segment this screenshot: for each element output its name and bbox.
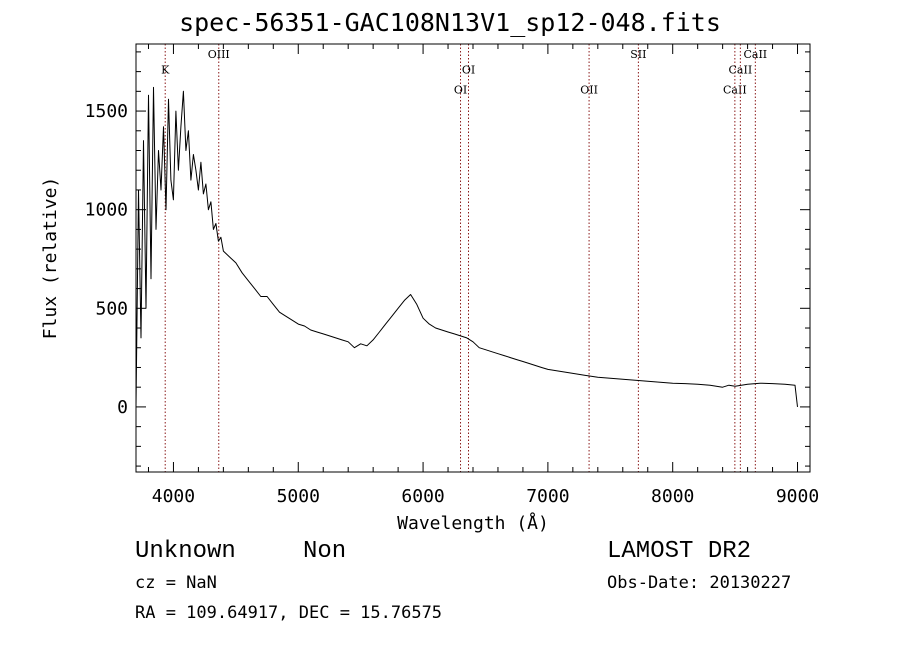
spectral-line-label: OI (454, 83, 467, 96)
object-subclass: Non (303, 538, 347, 565)
y-tick-label: 1000 (85, 200, 128, 221)
observation-date: Obs-Date: 20130227 (607, 573, 792, 593)
object-class: Unknown (135, 538, 236, 565)
spectral-line-label: CaII (723, 83, 747, 96)
y-tick-label: 0 (117, 397, 128, 418)
y-tick-label: 500 (95, 298, 128, 319)
x-tick-label: 6000 (401, 486, 444, 507)
x-axis-label: Wavelength (Å) (397, 512, 549, 534)
x-tick-label: 7000 (526, 486, 569, 507)
spectral-line-label: OI (462, 64, 475, 77)
redshift-cz: cz = NaN (135, 573, 217, 593)
y-tick-label: 1500 (85, 101, 128, 122)
spectral-line-label: K (161, 64, 170, 77)
x-tick-label: 8000 (651, 486, 694, 507)
survey-name: LAMOST DR2 (607, 538, 752, 565)
spectral-line-label: OII (580, 83, 598, 96)
plot-frame (135, 43, 811, 473)
spectral-line-markers: K OIII OI OI OII SII CaII CaII CaII (161, 44, 767, 472)
axis-ticks (136, 44, 810, 472)
x-tick-label: 9000 (776, 486, 819, 507)
spectral-line-label: OIII (208, 48, 230, 61)
spectrum-line (135, 86, 798, 407)
x-tick-label: 5000 (277, 486, 320, 507)
spectral-line-label: CaII (743, 48, 767, 61)
chart-title: spec-56351-GAC108N13V1_sp12-048.fits (179, 8, 721, 37)
x-tick-label: 4000 (152, 486, 195, 507)
spectral-line-label: CaII (729, 64, 753, 77)
spectral-line-label: SII (630, 48, 646, 61)
coordinates-ra-dec: RA = 109.64917, DEC = 15.76575 (135, 603, 443, 623)
spectrum-series (135, 86, 798, 407)
axis-tick-labels: 4000 5000 6000 7000 8000 9000 0 500 1000 1500 (85, 101, 820, 507)
y-axis-label: Flux (relative) (40, 177, 61, 340)
